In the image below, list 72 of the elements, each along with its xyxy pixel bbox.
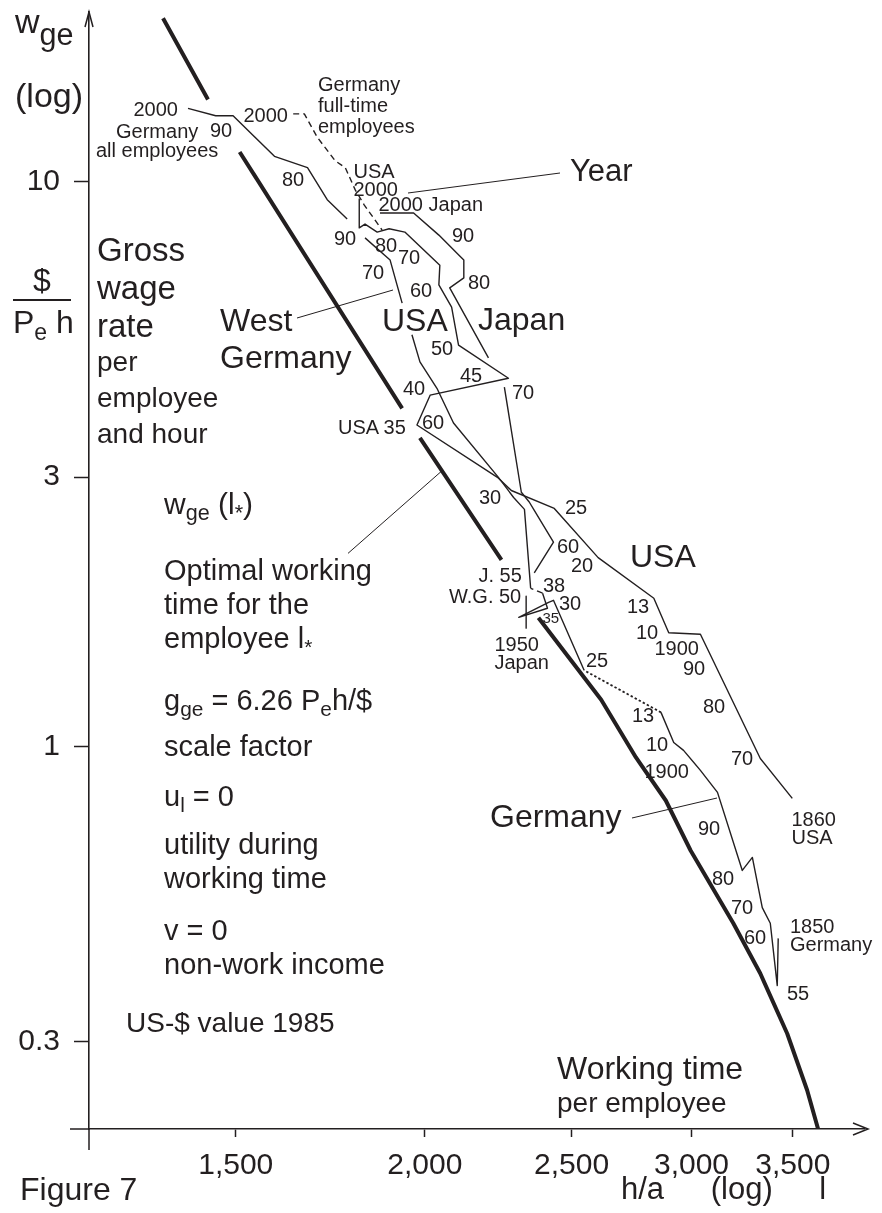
annotation: 1860 USA <box>791 808 836 848</box>
annotation: 25 <box>586 649 609 671</box>
annotation: scale factor <box>164 728 313 763</box>
annotation: J. 55 <box>478 564 522 586</box>
annotation: 60 <box>744 926 767 948</box>
annotation: per employee <box>557 1087 727 1120</box>
annotation: 2000 <box>243 104 288 126</box>
annotation: 90 <box>698 817 721 839</box>
annotation: 90 <box>334 227 357 249</box>
annotation: USA 35 <box>338 416 406 438</box>
annotation: utility during working time <box>164 826 327 895</box>
annotation: W.G. 50 <box>449 585 522 607</box>
annotation: 80 <box>375 234 398 256</box>
series-label: Germany full-time employees <box>318 72 415 137</box>
annotation: Working time <box>557 1049 744 1086</box>
text: $ <box>33 260 51 299</box>
annotation: g$_{ge}$ = 6.26 P$_{e}$h/$ <box>164 682 373 721</box>
annotation: Year <box>570 153 633 189</box>
annotation: 80 <box>703 695 726 717</box>
annotation: 40 <box>403 377 426 399</box>
annotation: 70 <box>731 747 754 769</box>
annotation: 80 <box>282 168 305 190</box>
annotation: 35 <box>542 608 560 626</box>
annotation: 90 <box>683 657 706 679</box>
annotation: non-work income <box>164 946 385 981</box>
y-tick-label: 1 <box>43 727 60 761</box>
x-tick-label: 1,500 <box>198 1147 274 1181</box>
annotation: 13 <box>632 704 655 726</box>
annotation: 25 <box>565 496 588 518</box>
annotation: 60 <box>557 535 580 557</box>
y-tick-label: 3 <box>43 458 60 492</box>
annotation: 50 <box>431 337 454 359</box>
annotation: 70 <box>512 381 535 403</box>
y-tick-label: 10 <box>26 163 60 197</box>
annotation: 2000 <box>133 98 178 120</box>
series-label: West Germany <box>220 302 352 377</box>
annotation: 1850 Germany <box>790 915 873 955</box>
annotation: 10 <box>636 621 659 643</box>
annotation: 60 <box>410 279 433 301</box>
annotation: Gross wage rate <box>97 230 186 345</box>
annotation: 70 <box>731 896 754 918</box>
annotation: per employee and hour <box>97 345 219 452</box>
annotation: 13 <box>627 595 650 617</box>
annotation: Optimal working time for the employee l$_{*}$ <box>164 552 372 659</box>
annotation: 90 <box>210 119 233 141</box>
annotation: 10 <box>646 733 669 755</box>
annotation: u$_{l}$ = 0 <box>164 778 234 817</box>
x-tick-label: 2,000 <box>387 1147 463 1181</box>
y-axis-title: w$_{ge}$ (log) <box>15 1 84 116</box>
x-tick-label: 2,500 <box>534 1147 610 1181</box>
annotation: 70 <box>362 261 385 283</box>
series-label: Japan <box>478 301 566 338</box>
text: USA <box>630 538 696 575</box>
annotation: 30 <box>479 486 502 508</box>
text: P$_{e}$ h <box>13 303 74 345</box>
annotation: 55 <box>787 982 810 1004</box>
annotation: 80 <box>712 867 735 889</box>
y-tick-label: 0.3 <box>18 1022 60 1056</box>
annotation: w$_{ge}$ (l$_{*}$) <box>164 485 254 526</box>
annotation: 1950 Japan <box>494 633 549 673</box>
annotation: 90 <box>452 224 475 246</box>
annotation: 80 <box>468 271 491 293</box>
text: Germany <box>490 798 622 835</box>
annotation: 70 <box>398 246 421 268</box>
annotation: 1900 <box>644 760 689 782</box>
caption: Figure 7 <box>20 1170 138 1207</box>
annotation: 20 <box>571 554 594 576</box>
annotation: 45 <box>460 364 483 386</box>
legend-label: USA <box>382 302 448 339</box>
annotation: US-$ value 1985 <box>126 1006 335 1041</box>
annotation: v = 0 <box>164 912 228 947</box>
annotation: 60 <box>422 411 445 433</box>
